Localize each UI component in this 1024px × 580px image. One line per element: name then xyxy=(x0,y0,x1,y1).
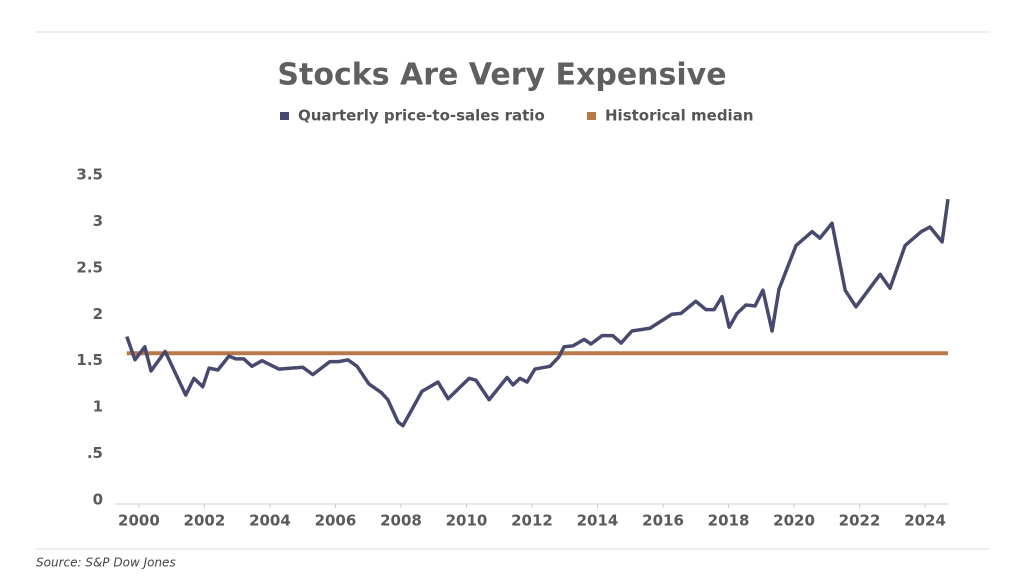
x-tick-label: 2024 xyxy=(904,512,946,530)
x-tick-label: 2014 xyxy=(577,512,619,530)
y-tick-label: 3.5 xyxy=(76,166,103,184)
y-tick-label: 0 xyxy=(93,491,103,509)
x-tick-label: 2008 xyxy=(380,512,422,530)
x-tick-label: 2000 xyxy=(118,512,160,530)
legend-label: Historical median xyxy=(605,107,754,125)
x-tick-label: 2018 xyxy=(708,512,750,530)
x-tick-label: 2010 xyxy=(446,512,488,530)
y-tick-label: 2 xyxy=(93,305,103,323)
x-tick-label: 2006 xyxy=(315,512,357,530)
x-tick-label: 2012 xyxy=(511,512,553,530)
legend-swatch xyxy=(280,112,289,120)
series-line xyxy=(125,198,950,428)
y-tick-label: 2.5 xyxy=(76,258,103,276)
source: Source: S&P Dow Jones xyxy=(36,556,176,570)
x-tick-label: 2020 xyxy=(773,512,815,530)
x-tick-label: 2002 xyxy=(184,512,226,530)
legend-label: Quarterly price-to-sales ratio xyxy=(298,107,545,125)
y-tick-label: .5 xyxy=(87,444,103,462)
legend-swatch xyxy=(587,112,596,120)
x-tick-label: 2022 xyxy=(839,512,881,530)
y-tick-label: 3 xyxy=(93,212,103,230)
y-tick-label: 1.5 xyxy=(76,351,103,369)
x-tick-label: 2016 xyxy=(642,512,684,530)
y-tick-label: 1 xyxy=(93,398,103,416)
chart-title: Stocks Are Very Expensive xyxy=(277,58,726,93)
x-tick-label: 2004 xyxy=(249,512,291,530)
